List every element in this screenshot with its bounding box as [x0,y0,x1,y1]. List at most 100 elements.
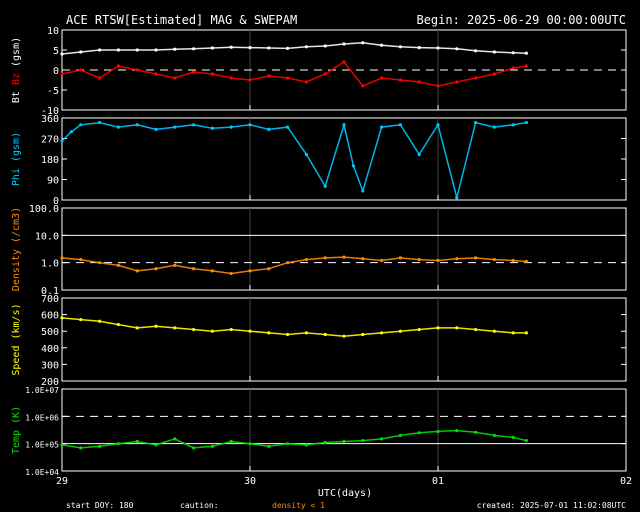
x-tick-labels: 29 30 01 02 [56,476,632,487]
speed-data-point [492,329,496,333]
density-data-point [192,267,196,271]
speed-data-point [210,329,214,333]
phi-data-point [286,125,290,129]
mag-data-point [173,47,177,51]
phi-data-point [173,125,177,129]
mag-data-point [474,76,478,80]
mag-data-point [398,45,402,49]
caution-label: caution: [180,501,219,510]
temp-y-tick-label: 1.0E+07 [25,386,59,395]
mag-data-point [511,51,515,55]
mag-data-point [455,80,459,84]
density-data-point [511,258,515,263]
density-data-point [286,261,290,265]
mag-y-label-part: (gsm) [11,37,22,73]
density-data-point [474,256,478,260]
temp-data-point [342,439,346,444]
temp-data-point [323,440,327,445]
mag-data-point [417,80,421,84]
mag-data-point [361,41,365,45]
temp-data-point [286,442,290,446]
temp-panel: 1.0E+07 1.0E+06 1.0E+05 1.0E+04 Temp (K) [11,386,627,477]
density-data-point [173,263,177,267]
mag-data-point [436,46,440,50]
mag-series-line [61,61,527,87]
mag-data-point [267,46,271,50]
mag-data-point [248,78,252,82]
temp-series-temp [60,429,528,450]
temp-frame [61,388,627,472]
temp-data-point [474,430,478,434]
density-y-axis-label: Density (/cm3) [11,207,22,291]
temp-data-point [380,437,384,441]
x-axis: 29 30 01 02 UTC(days) [56,476,632,499]
phi-data-point [60,139,64,143]
mag-data-point [192,70,196,74]
temp-data-point [79,446,83,450]
speed-data-point [304,331,308,335]
phi-data-point [455,196,459,200]
temp-series-line [61,429,527,449]
mag-data-point [154,72,158,76]
mag-data-point [511,66,515,70]
density-data-point [417,257,421,262]
mag-data-point [323,44,327,48]
mag-series-line [61,42,527,55]
speed-data-point [173,326,177,330]
density-data-point [361,257,365,261]
density-note: density < 1 [272,501,325,510]
temp-data-point [436,429,440,434]
density-frame [61,207,627,291]
speed-data-point [116,322,120,327]
phi-y-label-part: Phi (gsm) [11,132,22,186]
phi-data-point [98,120,102,125]
temp-y-tick-label: 1.0E+05 [25,441,59,450]
chart-title: ACE RTSW[Estimated] MAG & SWEPAM [66,13,297,27]
temp-data-point [511,435,515,439]
phi-panel: 360 270 180 90 0 Phi (gsm) [11,114,627,207]
mag-data-point [304,80,308,84]
density-y-tick-label: 0.1 [41,286,59,297]
mag-data-point [154,48,158,52]
temp-data-point [154,443,158,447]
density-data-point [492,257,496,262]
phi-data-point [154,127,158,131]
phi-series-phi [60,120,528,200]
temp-data-point [135,439,139,444]
mag-data-point [417,46,421,50]
temp-data-point [60,443,64,447]
speed-y-tick-label: 600 [41,311,59,322]
speed-data-point [79,317,83,322]
density-panel: 100.0 10.0 1.0 0.1 Density (/cm3) [11,204,627,297]
mag-y-tick-label: 5 [53,46,59,57]
mag-panel: 10 5 0 -5 -10 Bt Bz (gsm) [11,26,627,117]
density-data-point [98,261,102,265]
temp-data-point [417,431,421,435]
phi-data-point [351,164,355,168]
mag-data-point [98,48,102,52]
mag-data-point [380,76,384,80]
phi-data-point [398,123,402,127]
mag-data-point [398,78,402,82]
mag-data-point [342,60,346,64]
temp-data-point [210,444,214,448]
mag-data-point [267,74,271,78]
density-data-point [342,255,346,259]
density-data-point [135,269,139,273]
speed-y-tick-label: 300 [41,360,59,371]
phi-data-point [304,152,308,157]
mag-data-point [135,48,139,52]
speed-data-point [192,327,196,332]
speed-y-tick-label: 200 [41,377,59,388]
speed-data-point [267,331,271,335]
phi-y-tick-label: 270 [41,135,59,146]
temp-data-point [248,442,252,446]
x-tick-label: 29 [56,476,68,487]
density-series-line [61,256,527,275]
speed-frame [61,297,627,382]
speed-data-point [511,331,515,335]
x-tick-label: 02 [620,476,632,487]
mag-y-axis-label: Bt Bz (gsm) [11,37,22,103]
